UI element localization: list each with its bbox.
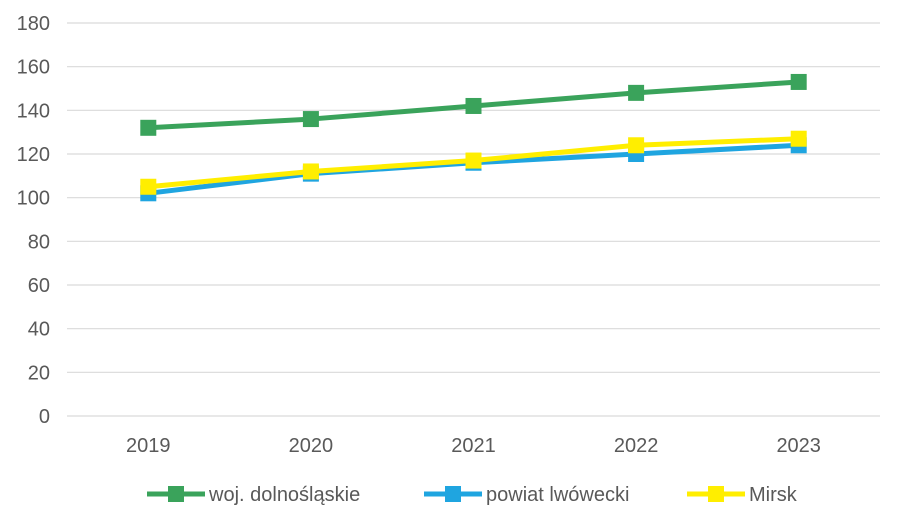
y-tick-label: 160 [17,57,50,79]
y-tick-label: 20 [28,362,50,384]
legend-marker [445,486,461,502]
data-point-marker [302,111,319,128]
x-axis-ticks: 2019 2020 2021 2022 2023 [126,435,821,457]
series [140,73,807,136]
data-point-marker [790,73,807,90]
data-point-marker [628,84,645,101]
data-point-marker [140,119,157,136]
series [140,137,807,202]
y-axis-ticks: 0 20 40 60 80 100 120 140 160 180 [17,13,50,428]
data-point-marker [140,178,157,195]
y-tick-label: 80 [28,231,50,253]
y-tick-label: 0 [39,406,50,428]
data-point-marker [628,137,645,154]
y-tick-label: 120 [17,144,50,166]
x-tick-label: 2021 [451,435,496,457]
x-tick-label: 2022 [614,435,659,457]
y-tick-label: 40 [28,319,50,341]
y-tick-label: 60 [28,275,50,297]
series [140,130,807,195]
legend-marker [708,486,724,502]
x-tick-label: 2020 [289,435,334,457]
data-point-marker [790,130,807,147]
x-tick-label: 2023 [776,435,821,457]
gridlines [67,22,880,417]
legend-item: Mirsk [687,484,798,506]
data-point-marker [465,97,482,114]
data-point-marker [302,163,319,180]
y-tick-label: 140 [17,100,50,122]
y-tick-label: 100 [17,188,50,210]
series-lines [140,73,807,202]
legend-label: Mirsk [749,484,798,506]
x-tick-label: 2019 [126,435,171,457]
legend-item: woj. dolnośląskie [147,484,360,506]
legend-item: powiat lwówecki [424,484,629,506]
legend-label: powiat lwówecki [486,484,629,506]
legend-marker [168,486,184,502]
legend: woj. dolnośląskie powiat lwówecki Mirsk [147,484,798,506]
y-tick-label: 180 [17,13,50,35]
legend-label: woj. dolnośląskie [208,484,360,506]
data-point-marker [465,152,482,169]
